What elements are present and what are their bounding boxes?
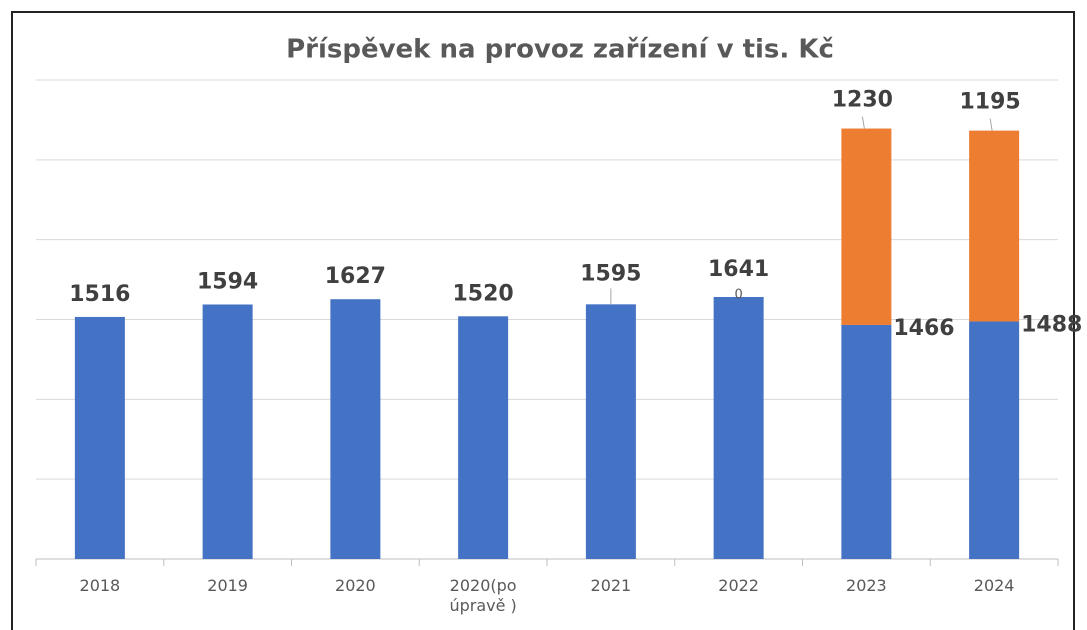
bar-segment xyxy=(841,324,892,559)
x-tick-label: 2018 xyxy=(79,576,121,595)
x-tick-label: 2021 xyxy=(590,576,632,595)
bar-segment xyxy=(458,316,509,559)
data-label: 1594 xyxy=(197,269,258,294)
data-label: 0 xyxy=(734,287,742,302)
x-tick-label: 2019 xyxy=(207,576,248,595)
leader-line xyxy=(989,118,993,131)
bar-segment xyxy=(74,316,125,559)
data-label: 1230 xyxy=(832,88,893,113)
bar-segment xyxy=(330,299,381,559)
data-label: 1466 xyxy=(893,316,954,341)
x-tick-label: 2023 xyxy=(846,576,887,595)
bar-segment xyxy=(585,304,636,559)
x-tick-label: 2020(po úpravě ) xyxy=(449,576,517,615)
bar-segment xyxy=(969,321,1020,559)
x-tick-label: 2020 xyxy=(335,576,376,595)
bar-segment xyxy=(713,296,764,559)
leader-line xyxy=(861,116,865,129)
data-label: 1520 xyxy=(453,281,514,306)
bar-segment xyxy=(841,128,892,325)
bar-segment xyxy=(202,304,253,559)
data-label: 1641 xyxy=(708,257,769,282)
x-tick-label: 2024 xyxy=(973,576,1015,595)
bar-segment xyxy=(969,130,1020,322)
x-tick-label: 2022 xyxy=(718,576,759,595)
chart-title: Příspěvek na provoz zařízení v tis. Kč xyxy=(286,35,834,65)
data-label: 1488 xyxy=(1021,312,1082,337)
data-label: 1516 xyxy=(69,282,130,307)
data-label: 1595 xyxy=(580,261,641,286)
data-label: 1195 xyxy=(960,90,1021,115)
data-label: 1627 xyxy=(325,264,386,289)
chart-frame xyxy=(11,11,1075,630)
